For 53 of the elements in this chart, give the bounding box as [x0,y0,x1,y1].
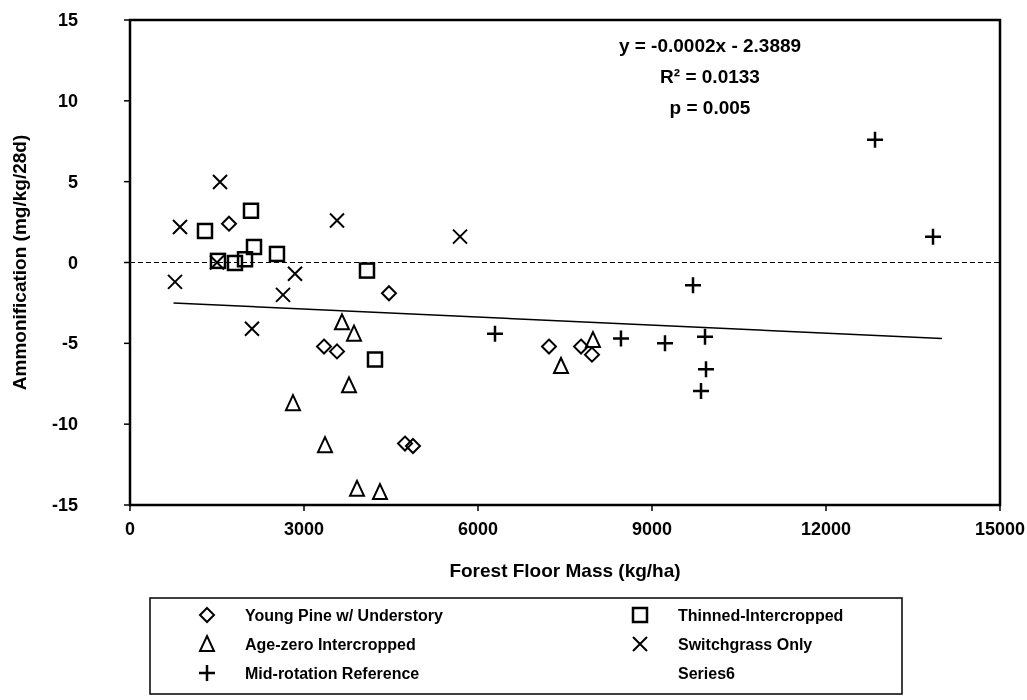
point [695,327,715,347]
x-tick-label: 9000 [631,519,673,539]
point [349,479,366,497]
annotation: p = 0.005 [669,97,751,118]
y-tick-label: 15 [57,10,78,30]
point [584,331,601,349]
point [366,351,384,368]
legend-label: Series6 [678,665,736,682]
point [371,483,388,501]
point [655,334,675,353]
point [691,381,711,401]
point [611,329,631,348]
point [236,251,254,268]
annotation: y = -0.0002x - 2.3889 [618,35,802,56]
point [212,173,229,190]
point [268,245,286,263]
x-tick-label: 15000 [974,519,1026,539]
point [317,436,333,454]
point [245,238,263,256]
point [196,222,214,240]
point [172,218,188,235]
point [553,356,569,374]
y-tick-label: 5 [67,171,78,192]
x-axis-title: Forest Floor Mass (kg/ha) [449,560,681,581]
y-tick-label: -10 [51,414,78,435]
y-axis-title: Ammonification (mg/kg/28d) [9,134,30,391]
y-tick-label: 0 [67,252,78,273]
point [923,227,943,246]
point [683,275,703,295]
y-tick-label: -15 [51,495,78,515]
y-tick-label: -5 [61,333,78,354]
point [865,130,885,149]
point [404,437,421,454]
point [696,359,716,379]
point [341,376,358,394]
point [333,313,350,331]
point [346,324,362,342]
legend-label: Age-zero Intercropped [245,636,416,653]
point [485,324,505,343]
x-tick-label: 6000 [457,519,499,539]
legend-label: Young Pine w/ Understory [245,607,444,624]
legend-label: Switchgrass Only [678,636,813,653]
legend-label: Mid-rotation Reference [245,665,420,682]
annotation: R² = 0.0133 [660,66,760,87]
legend-label: Thinned-Intercropped [678,607,844,624]
x-tick-label: 3000 [283,519,325,539]
point [242,202,260,220]
point [284,394,301,412]
x-tick-label: 12000 [800,519,852,539]
point [358,262,376,279]
point [226,254,244,272]
x-tick-label: 0 [124,519,136,539]
y-tick-label: 10 [57,90,78,111]
